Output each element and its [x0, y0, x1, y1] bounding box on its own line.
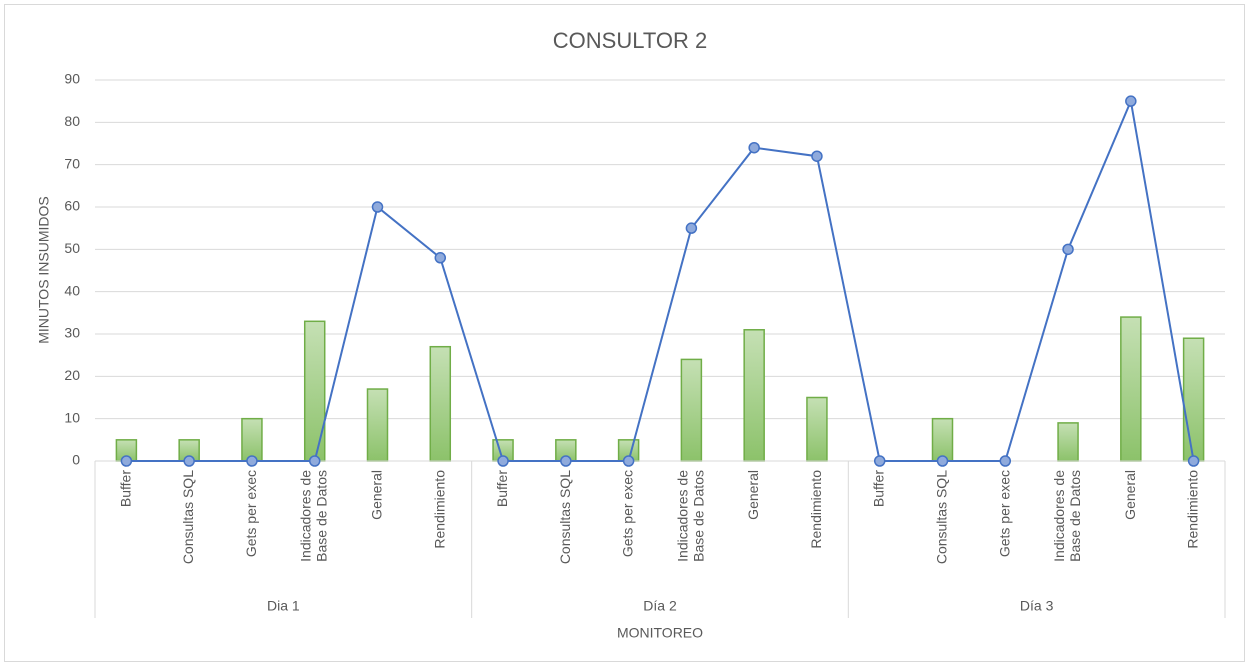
line-marker	[1187, 455, 1200, 467]
bar	[1057, 422, 1079, 462]
line-marker	[622, 455, 635, 467]
x-tick-label: Consultas SQL	[557, 470, 573, 564]
line-marker	[936, 455, 949, 467]
x-tick-label: Gets per exec	[996, 470, 1012, 557]
y-tick-label: 30	[64, 325, 80, 341]
bar	[931, 417, 954, 462]
line-marker	[685, 222, 698, 234]
chart-title: CONSULTOR 2	[553, 28, 707, 53]
x-tick-label: Rendimiento	[808, 470, 824, 549]
line	[126, 97, 1195, 462]
x-tick-label: General	[368, 470, 384, 520]
line-marker	[873, 455, 886, 467]
bar	[429, 345, 452, 462]
line-marker	[120, 455, 133, 467]
y-tick-label: 60	[64, 198, 80, 214]
line-marker	[434, 252, 447, 264]
y-tick-label: 20	[64, 367, 80, 383]
group-label: Dia 1	[267, 598, 300, 614]
y-tick-label: 90	[64, 71, 80, 87]
x-tick-label: Indicadores deBase de Datos	[1051, 470, 1083, 562]
line-marker	[748, 141, 760, 154]
x-tick-label: Indicadores deBase de Datos	[297, 470, 329, 562]
chart-border	[4, 4, 1245, 662]
x-tick-label: Buffer	[494, 470, 510, 507]
y-axis-title: MINUTOS INSUMIDOS	[36, 196, 52, 344]
x-tick-label: Gets per exec	[619, 470, 635, 557]
x-tick-label: General	[745, 470, 761, 520]
line-marker	[1125, 95, 1137, 107]
x-tick-label: Rendimiento	[431, 470, 447, 549]
y-tick-label: 50	[64, 240, 80, 256]
y-tick-label: 80	[64, 113, 80, 129]
bar	[303, 320, 326, 462]
x-tick-label: General	[1122, 470, 1138, 520]
bar	[806, 396, 828, 462]
line-marker	[999, 455, 1012, 467]
line-marker	[246, 455, 258, 467]
group-label: Día 2	[643, 598, 677, 614]
x-tick-label: Consultas SQL	[180, 470, 196, 564]
x-tick-label: Buffer	[870, 470, 886, 507]
line-marker	[497, 455, 509, 467]
line-marker	[371, 201, 384, 213]
line-marker	[183, 455, 195, 467]
x-tick-label: Indicadores deBase de Datos	[674, 470, 706, 562]
bar	[1182, 337, 1205, 462]
y-tick-label: 40	[64, 282, 80, 298]
x-tick-label: Gets per exec	[243, 470, 259, 557]
bar	[680, 358, 703, 462]
bar	[366, 388, 389, 462]
x-tick-label: Consultas SQL	[933, 470, 949, 564]
line-marker	[811, 150, 823, 162]
line-marker	[1062, 243, 1074, 256]
bar	[241, 417, 263, 462]
x-axis-title: MONITOREO	[617, 625, 703, 641]
group-label: Día 3	[1020, 598, 1054, 614]
x-tick-label: Rendimiento	[1184, 470, 1200, 549]
y-tick-label: 70	[64, 155, 80, 171]
bar	[1120, 316, 1142, 462]
line-marker	[560, 455, 572, 467]
y-tick-label: 0	[72, 452, 80, 468]
x-tick-label: Buffer	[117, 470, 133, 507]
y-tick-label: 10	[64, 409, 80, 425]
line-marker	[308, 455, 321, 467]
bar	[743, 329, 765, 462]
